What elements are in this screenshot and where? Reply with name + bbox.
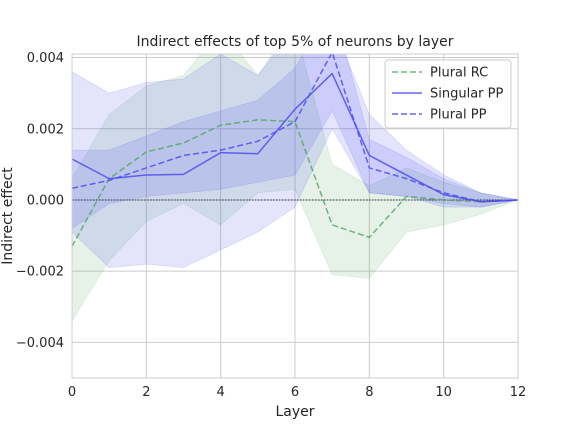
x-tick-label: 6 xyxy=(291,385,299,400)
y-tick-label: 0.000 xyxy=(27,193,64,208)
legend-label: Plural RC xyxy=(430,66,488,81)
legend-box xyxy=(384,59,512,129)
x-tick-label: 10 xyxy=(435,385,452,400)
legend-label: Plural PP xyxy=(430,108,487,123)
legend: Plural RC Singular PP Plural PP xyxy=(384,59,512,129)
y-tick-label: 0.002 xyxy=(27,122,64,137)
series-line xyxy=(72,119,518,247)
y-axis-label: Indirect effect xyxy=(0,167,16,265)
y-tick-label: 0.004 xyxy=(27,51,64,66)
series-line xyxy=(72,54,518,203)
x-axis-label: Layer xyxy=(275,404,314,420)
y-tick-label: −0.002 xyxy=(16,265,64,280)
tick-labels: 0 2 4 6 8 10 12 −0.004 −0.002 0.000 0.002 0.004 xyxy=(16,51,526,400)
legend-label: Singular PP xyxy=(430,87,503,102)
x-tick-label: 0 xyxy=(68,385,76,400)
x-tick-label: 4 xyxy=(217,385,225,400)
x-tick-label: 8 xyxy=(365,385,373,400)
confidence-band xyxy=(72,54,518,229)
chart-title: Indirect effects of top 5% of neurons by… xyxy=(137,34,454,50)
series-lines xyxy=(72,54,518,247)
confidence-band xyxy=(72,54,518,268)
series-line xyxy=(72,72,518,203)
confidence-bands xyxy=(72,54,518,322)
confidence-band xyxy=(72,54,518,322)
plot-frame xyxy=(71,53,519,379)
x-tick-label: 2 xyxy=(142,385,150,400)
x-tick-label: 12 xyxy=(510,385,527,400)
y-tick-label: −0.004 xyxy=(16,336,64,351)
